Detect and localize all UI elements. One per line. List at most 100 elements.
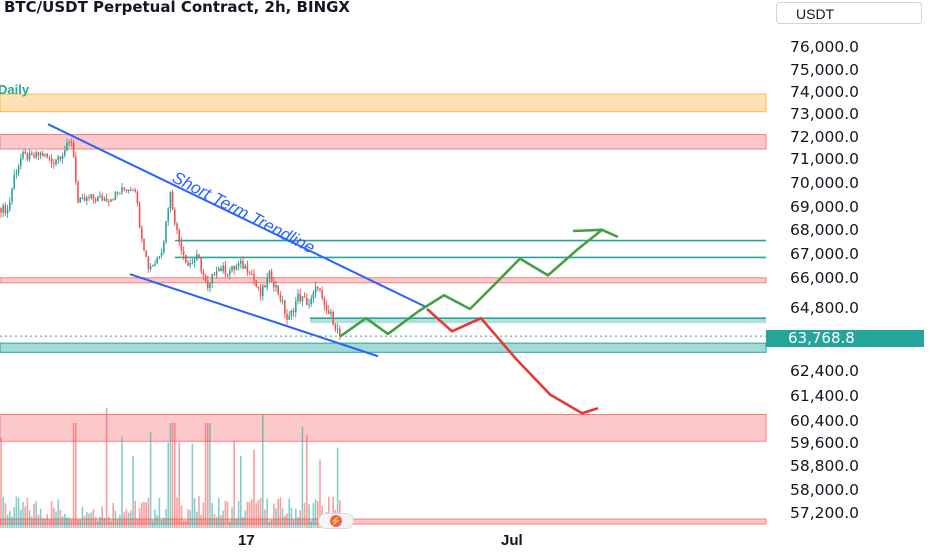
candle-body [86,197,88,201]
candle-body [57,156,59,161]
candle-body [202,271,205,276]
candle-body [158,255,161,258]
projection-layer [339,228,619,415]
volume-bar [189,510,191,528]
volume-bar [42,518,44,528]
candle-body [53,162,55,164]
candle-body [182,250,185,256]
candle-body [68,142,70,144]
candle-body [31,153,33,156]
candle-body [301,296,304,302]
candle-body [61,155,64,159]
candle-body [132,189,134,191]
volume-bar [57,499,59,528]
zone-resistance-0 [0,93,767,113]
candle-body [336,328,339,330]
candle-body [328,310,330,314]
candle-body [222,265,224,272]
volume-bar [64,513,66,528]
candle-body [209,282,211,289]
volume-bar [319,459,321,528]
volume-bar [286,513,288,528]
volume-bar [231,507,233,528]
candle-body [213,274,216,276]
candle-body [101,195,103,201]
zone-resistance-1 [0,134,767,150]
volume-bar [165,509,167,528]
candle-body [160,252,163,256]
currency-button[interactable]: USDT [776,2,922,24]
volume-bar [202,502,205,528]
volume-bar [163,517,165,528]
candle-body [189,263,191,266]
event-marker[interactable]: ⚡ [318,513,354,529]
volume-bar [185,521,187,528]
candle-body [59,156,62,159]
candle-body [15,173,18,176]
candle-body [123,187,125,190]
candle-body [75,156,77,183]
volume-bar [171,423,174,528]
candle-body [303,296,306,298]
candle-body [207,280,209,289]
volume-bar [196,511,198,528]
candle-body [200,257,202,272]
volume-bar [336,447,339,528]
candle-body [273,281,275,288]
volume-bar [222,510,224,528]
candle-body [334,324,337,330]
volume-bar [48,518,51,528]
candle-body [9,201,11,210]
volume-bar [59,509,62,528]
volume-bar [310,521,312,528]
candle-body [145,250,147,257]
candle-body [187,262,189,266]
candle-body [147,256,150,270]
price-axis-tick: 75,000.0 [790,61,860,79]
candle-body [211,274,213,283]
volume-bar [288,498,290,528]
price-axis-tick: 70,000.0 [790,174,860,192]
volume-bar [33,503,35,528]
volume-bar [332,496,334,528]
candle-body [127,189,130,191]
volume-bar [79,519,81,528]
candle-body [237,263,240,267]
price-axis-tick: 61,400.0 [790,387,860,405]
price-axis-tick: 57,200.0 [790,504,860,522]
candle-body [297,293,299,302]
volume-bar [39,508,42,528]
candle-body [281,300,284,302]
candle-body [103,198,106,201]
volume-bar [200,515,202,528]
candle-body [290,310,293,316]
volume-bar [191,443,194,528]
candle-body [306,297,308,305]
volume-bar [55,511,57,528]
volume-bar [24,506,26,528]
volume-bar [273,503,275,528]
candle-body [20,158,22,166]
candle-body [295,301,297,313]
candles-layer [0,138,341,341]
volume-bar [156,515,158,528]
volume-bar [314,499,317,528]
candle-body [24,151,26,154]
candle-body [88,197,90,199]
price-axis-tick: 68,000.0 [790,221,860,239]
volume-bar [92,508,95,528]
volume-bar [37,514,40,528]
volume-bar [312,503,315,528]
volume-bar [281,508,284,528]
volume-bar [218,497,220,528]
price-axis-tick: 62,400.0 [790,362,860,380]
volume-bar [123,512,125,528]
candle-body [39,152,42,156]
candle-body [231,265,233,271]
candle-body [314,286,317,293]
candle-body [224,265,227,275]
candle-body [178,230,180,242]
volume-bar [251,499,253,528]
